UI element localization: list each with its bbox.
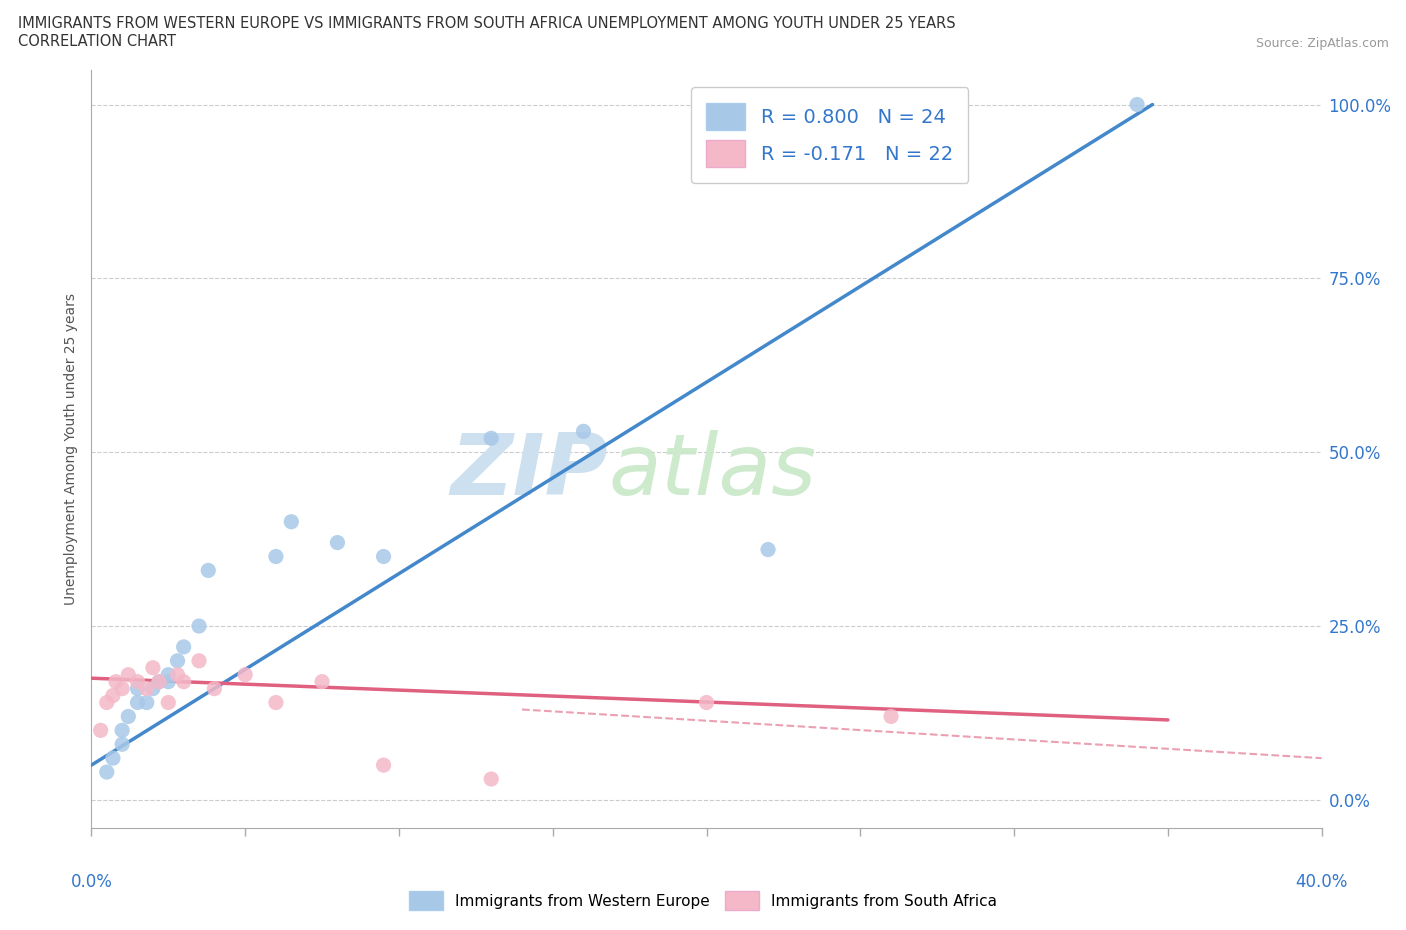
Text: Source: ZipAtlas.com: Source: ZipAtlas.com (1256, 36, 1389, 49)
Point (117, 709, 139, 724)
Point (90, 723, 112, 737)
Point (173, 674, 195, 689)
Point (373, 758, 395, 773)
Point (135, 695, 157, 710)
Text: ZIP: ZIP (450, 430, 607, 513)
Point (479, 431, 502, 445)
Point (880, 709, 903, 724)
Text: 0.0%: 0.0% (70, 873, 112, 891)
Text: IMMIGRANTS FROM WESTERN EUROPE VS IMMIGRANTS FROM SOUTH AFRICA UNEMPLOYMENT AMON: IMMIGRANTS FROM WESTERN EUROPE VS IMMIGR… (18, 16, 956, 31)
Point (127, 674, 149, 689)
Point (188, 654, 211, 669)
Point (105, 674, 127, 689)
Point (173, 640, 195, 655)
Point (572, 424, 595, 439)
Point (157, 695, 180, 710)
Legend: Immigrants from Western Europe, Immigrants from South Africa: Immigrants from Western Europe, Immigran… (402, 884, 1004, 918)
Text: 40.0%: 40.0% (1295, 873, 1348, 891)
Point (101, 751, 124, 765)
Point (280, 514, 302, 529)
Point (96, 695, 118, 710)
Point (142, 660, 165, 675)
Text: CORRELATION CHART: CORRELATION CHART (18, 34, 176, 49)
Point (127, 681, 149, 696)
Point (111, 737, 134, 751)
Point (157, 674, 180, 689)
Point (148, 674, 170, 689)
Point (202, 681, 225, 696)
Point (197, 563, 219, 578)
Point (96, 764, 118, 779)
Point (696, 695, 718, 710)
Point (111, 681, 134, 696)
Point (157, 668, 180, 683)
Point (117, 668, 139, 683)
Point (264, 695, 287, 710)
Point (326, 535, 349, 550)
Text: atlas: atlas (607, 430, 815, 513)
Point (127, 695, 149, 710)
Point (311, 674, 333, 689)
Point (148, 674, 170, 689)
Point (101, 688, 124, 703)
Point (233, 668, 256, 683)
Point (479, 772, 502, 787)
Point (135, 681, 157, 696)
Point (166, 668, 188, 683)
Point (166, 654, 188, 669)
Legend: R = 0.800   N = 24, R = -0.171   N = 22: R = 0.800 N = 24, R = -0.171 N = 22 (690, 87, 969, 183)
Point (756, 542, 779, 557)
Point (188, 618, 211, 633)
Point (142, 681, 165, 696)
Point (264, 549, 287, 564)
Y-axis label: Unemployment Among Youth under 25 years: Unemployment Among Youth under 25 years (65, 293, 79, 604)
Point (111, 723, 134, 737)
Point (373, 549, 395, 564)
Point (1126, 97, 1149, 112)
